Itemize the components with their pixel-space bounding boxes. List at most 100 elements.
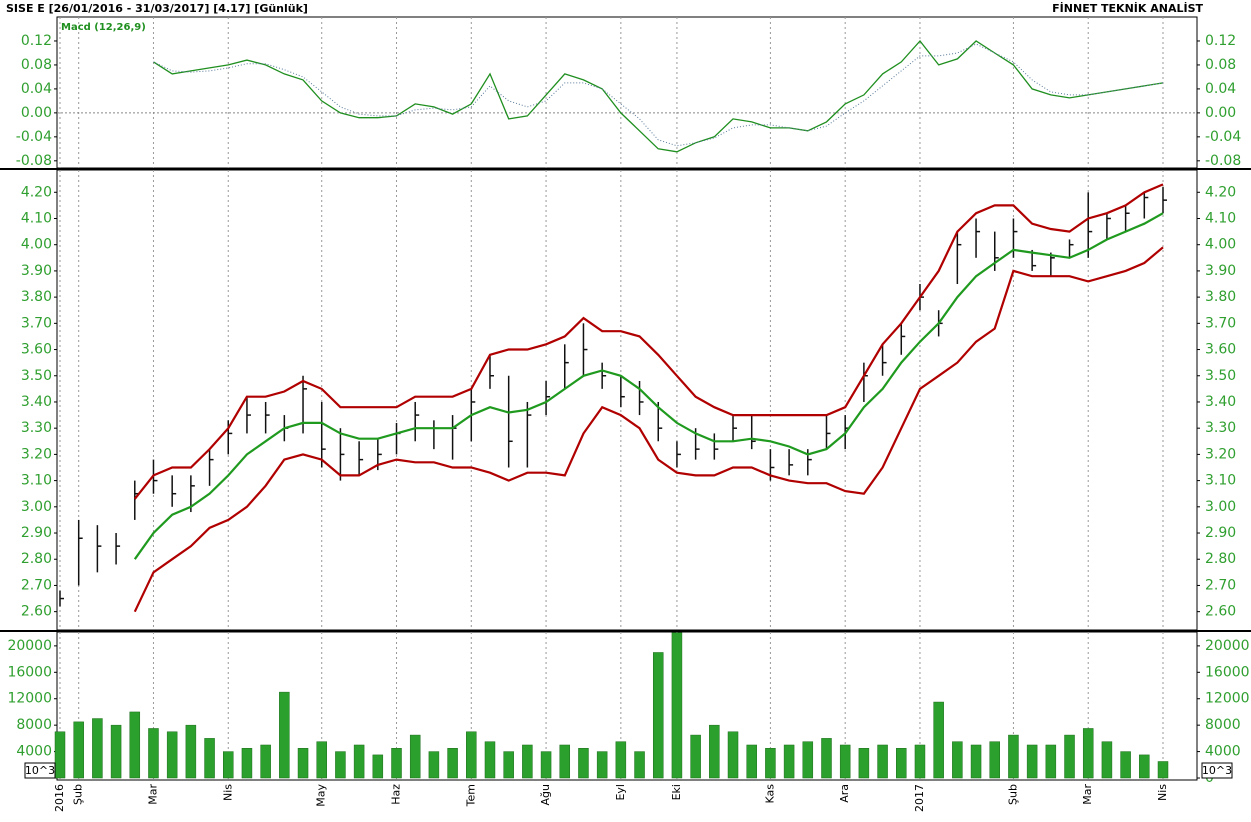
series-line	[133, 212, 1164, 560]
y2-tick-label: -0.08	[1205, 153, 1241, 169]
volume-bar	[1026, 744, 1038, 779]
y-tick-label: 4.00	[21, 237, 52, 253]
y2-tick-label: 2.60	[1205, 604, 1236, 620]
volume-bar	[765, 748, 776, 779]
y2-tick-label: 2.70	[1205, 577, 1236, 593]
unit-box	[1201, 762, 1233, 779]
volume-bar	[989, 741, 1000, 779]
y2-tick-label: 4000	[1205, 744, 1241, 760]
volume-bar	[896, 748, 907, 779]
y2-tick-label: 3.60	[1205, 342, 1236, 358]
volume-bar	[391, 748, 402, 779]
volume-bar	[615, 741, 627, 779]
volume-bar	[671, 632, 683, 779]
volume-bar	[353, 744, 365, 779]
volume-bar	[634, 751, 645, 779]
x-tick-label: Ağu	[539, 784, 552, 805]
x-tick-label: Mar	[146, 784, 159, 805]
y-tick-label: 2.80	[21, 551, 52, 567]
volume-bar	[92, 718, 103, 779]
x-tick-label: Eki	[670, 784, 683, 800]
x-tick-label: Ara	[838, 784, 851, 803]
volume-bar	[166, 731, 178, 779]
volume-bar	[1157, 761, 1169, 779]
volume-bar	[596, 751, 608, 779]
volume-bar	[933, 701, 944, 779]
series-line	[153, 43, 1164, 147]
volume-bar	[970, 744, 982, 779]
series-line	[133, 246, 1164, 613]
y-tick-label: 3.80	[21, 289, 52, 305]
x-tick-label: Şub	[1006, 784, 1019, 805]
y2-tick-label: 16000	[1205, 664, 1250, 680]
y-tick-label: 4000	[16, 744, 52, 760]
x-tick-label: Tem	[464, 784, 477, 807]
y2-tick-label: 3.20	[1205, 446, 1236, 462]
y-tick-label: 12000	[7, 691, 52, 707]
y-tick-label: 0.08	[21, 57, 52, 73]
y2-tick-label: 20000	[1205, 638, 1250, 654]
series-line	[153, 39, 1164, 153]
y2-tick-label: 0.00	[1205, 105, 1236, 121]
volume-bar	[204, 738, 215, 779]
x-tick-label: Nis	[1156, 784, 1169, 801]
volume-bar	[316, 741, 327, 779]
y-tick-label: 16000	[7, 664, 52, 680]
volume-bar	[223, 751, 234, 779]
y2-tick-label: 3.30	[1205, 420, 1236, 436]
y2-tick-label: 0.08	[1205, 57, 1236, 73]
x-tick-label: Kas	[763, 784, 776, 804]
volume-bar	[484, 741, 496, 779]
volume-bar	[372, 754, 384, 779]
y-tick-label: 3.90	[21, 263, 52, 279]
y-tick-label: 0.04	[21, 81, 52, 97]
y-tick-label: 3.60	[21, 342, 52, 358]
y2-tick-label: 0.04	[1205, 81, 1236, 97]
y2-tick-label: 0.12	[1205, 33, 1236, 49]
volume-bar	[241, 748, 253, 779]
x-tick-label: 2016	[53, 784, 66, 812]
y-tick-label: 2.60	[21, 604, 52, 620]
y-tick-label: 0.12	[21, 33, 52, 49]
y2-tick-label: 4.00	[1205, 237, 1236, 253]
y-tick-label: 3.20	[21, 446, 52, 462]
y2-tick-label: 3.80	[1205, 289, 1236, 305]
volume-bar	[148, 728, 159, 779]
y-tick-label: 3.40	[21, 394, 52, 410]
y2-tick-label: 3.50	[1205, 368, 1236, 384]
volume-bar	[447, 748, 458, 779]
volume-bar	[73, 721, 84, 779]
volume-bar	[709, 724, 720, 779]
y-tick-label: 8000	[16, 717, 52, 733]
volume-bar	[727, 731, 739, 779]
volume-bar	[466, 731, 477, 779]
y-tick-label: 3.30	[21, 420, 52, 436]
volume-bar	[839, 744, 851, 779]
y2-tick-label: 12000	[1205, 691, 1250, 707]
panel-title: Macd (12,26,9)	[61, 22, 146, 33]
y-tick-label: 4.10	[21, 210, 52, 226]
volume-bar	[540, 751, 552, 779]
volume-bar	[1045, 744, 1057, 779]
volume-bar	[54, 731, 66, 779]
volume-bar	[690, 734, 701, 779]
x-tick-label: Mar	[1081, 784, 1094, 805]
x-tick-label: Şub	[72, 784, 85, 805]
y2-tick-label: 4.20	[1205, 184, 1236, 200]
volume-bar	[1139, 754, 1150, 779]
volume-bar	[503, 751, 514, 779]
y2-tick-label: 2.90	[1205, 525, 1236, 541]
y2-tick-label: 2.80	[1205, 551, 1236, 567]
volume-bar	[578, 748, 589, 779]
volume-bar	[428, 751, 440, 779]
y-tick-label: -0.08	[16, 153, 52, 169]
y-tick-label: 20000	[7, 638, 52, 654]
panel-frame	[56, 631, 1198, 781]
x-tick-label: Nis	[221, 784, 234, 801]
y-tick-label: 3.70	[21, 315, 52, 331]
volume-bar	[110, 724, 122, 779]
y-tick-label: 3.00	[21, 499, 52, 515]
volume-bar	[260, 744, 271, 779]
volume-bar	[279, 691, 290, 779]
